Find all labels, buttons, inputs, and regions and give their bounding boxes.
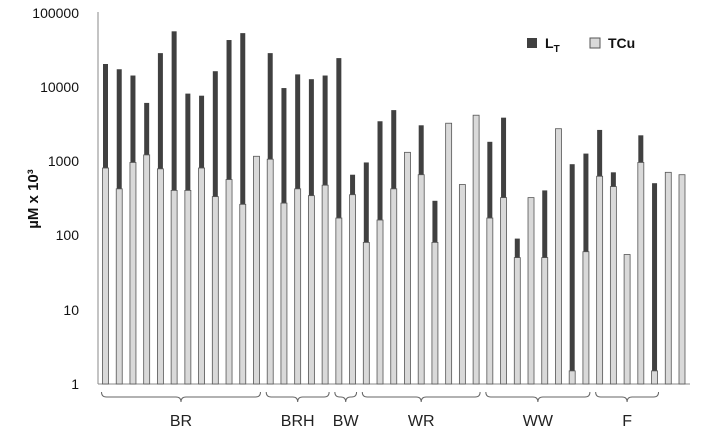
- bar-tcu: [664, 171, 672, 385]
- legend-label-lt: LT: [545, 35, 560, 55]
- bar-tcu: [555, 128, 562, 385]
- group-braces: BR BRH BW WR WW F: [101, 391, 660, 430]
- group-brace: [361, 391, 481, 403]
- group-label: BR: [170, 413, 192, 430]
- y-tick-label: 1: [71, 376, 79, 392]
- bar-lt: [652, 183, 658, 384]
- bar-tcu: [225, 179, 233, 385]
- bar-tcu: [486, 217, 494, 385]
- bar-tcu: [527, 197, 535, 385]
- group-brace: [101, 391, 261, 403]
- bar-tcu: [362, 242, 370, 385]
- bar-tcu: [609, 186, 617, 385]
- bar-tcu: [541, 257, 549, 385]
- y-tick-label: 10000: [40, 79, 79, 95]
- bar-tcu: [678, 174, 686, 385]
- bar-tcu: [431, 242, 439, 385]
- bar-tcu: [143, 154, 151, 385]
- bar-tcu: [568, 370, 576, 385]
- group-label: F: [622, 413, 632, 430]
- bar-tcu: [211, 196, 219, 385]
- group-label: WW: [523, 413, 554, 430]
- y-tick-label: 10: [63, 302, 79, 318]
- legend-label-lt-sub: T: [554, 44, 560, 55]
- bar-tcu: [623, 254, 631, 385]
- group-brace: [595, 391, 660, 403]
- group-label: BW: [333, 413, 360, 430]
- bars: [102, 31, 686, 385]
- bar-tcu: [156, 168, 164, 385]
- bar-tcu: [294, 188, 302, 385]
- y-tick-labels: 1 10 100 1000 10000 100000: [32, 5, 79, 392]
- bar-tcu: [596, 175, 604, 385]
- bar-tcu: [472, 114, 480, 385]
- bar-tcu: [184, 190, 192, 385]
- group-brace: [485, 391, 591, 403]
- bar-tcu: [376, 219, 384, 385]
- group-label: WR: [408, 413, 435, 430]
- bar-tcu: [170, 190, 178, 385]
- legend-label-lt-main: L: [545, 35, 554, 51]
- bar-tcu: [280, 202, 288, 385]
- legend-swatch-lt: [527, 38, 537, 48]
- bar-tcu: [349, 194, 356, 385]
- bar-tcu: [637, 162, 645, 385]
- bar-tcu: [390, 188, 398, 385]
- bar-tcu: [102, 167, 109, 385]
- bar-tcu: [404, 151, 411, 385]
- bar-tcu: [321, 184, 329, 385]
- y-tick-label: 100: [56, 227, 80, 243]
- bar-tcu: [417, 174, 425, 385]
- bar-tcu: [651, 370, 658, 385]
- bar-tcu: [253, 155, 260, 385]
- bar-tcu: [198, 167, 205, 385]
- legend: LT TCu: [527, 35, 635, 55]
- bar-tcu: [115, 188, 123, 385]
- bar-tcu: [513, 257, 521, 385]
- y-axis-title: µM x 10³: [25, 169, 42, 229]
- bar-tcu: [500, 197, 507, 385]
- bar-tcu: [582, 251, 590, 385]
- bar-tcu: [266, 158, 274, 385]
- bar-tcu: [239, 203, 247, 385]
- bar-tcu: [307, 195, 315, 385]
- group-brace: [334, 391, 358, 403]
- legend-label-tcu: TCu: [608, 35, 635, 51]
- bar-tcu: [445, 122, 453, 385]
- bar-tcu: [458, 184, 466, 385]
- legend-swatch-tcu: [589, 37, 601, 49]
- bar-tcu: [129, 162, 137, 385]
- y-tick-label: 1000: [48, 153, 79, 169]
- group-label: BRH: [281, 413, 315, 430]
- bar-tcu: [335, 217, 343, 385]
- group-brace: [265, 391, 330, 403]
- y-tick-label: 100000: [32, 5, 79, 21]
- bar-lt: [569, 164, 575, 384]
